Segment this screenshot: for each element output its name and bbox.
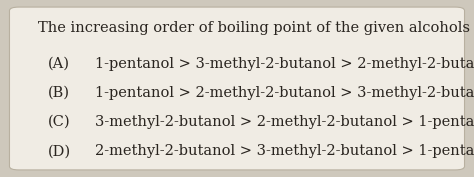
Text: (A): (A) (47, 57, 69, 71)
Text: (D): (D) (47, 144, 71, 158)
Text: (B): (B) (47, 86, 69, 100)
Text: 3-methyl-2-butanol > 2-methyl-2-butanol > 1-pentanol: 3-methyl-2-butanol > 2-methyl-2-butanol … (95, 115, 474, 129)
Text: 2-methyl-2-butanol > 3-methyl-2-butanol > 1-pentanol: 2-methyl-2-butanol > 3-methyl-2-butanol … (95, 144, 474, 158)
Text: (C): (C) (47, 115, 70, 129)
Text: The increasing order of boiling point of the given alcohols is: The increasing order of boiling point of… (38, 21, 474, 35)
FancyBboxPatch shape (9, 7, 465, 170)
Text: 1-pentanol > 3-methyl-2-butanol > 2-methyl-2-butanol: 1-pentanol > 3-methyl-2-butanol > 2-meth… (95, 57, 474, 71)
Text: 1-pentanol > 2-methyl-2-butanol > 3-methyl-2-butanol: 1-pentanol > 2-methyl-2-butanol > 3-meth… (95, 86, 474, 100)
